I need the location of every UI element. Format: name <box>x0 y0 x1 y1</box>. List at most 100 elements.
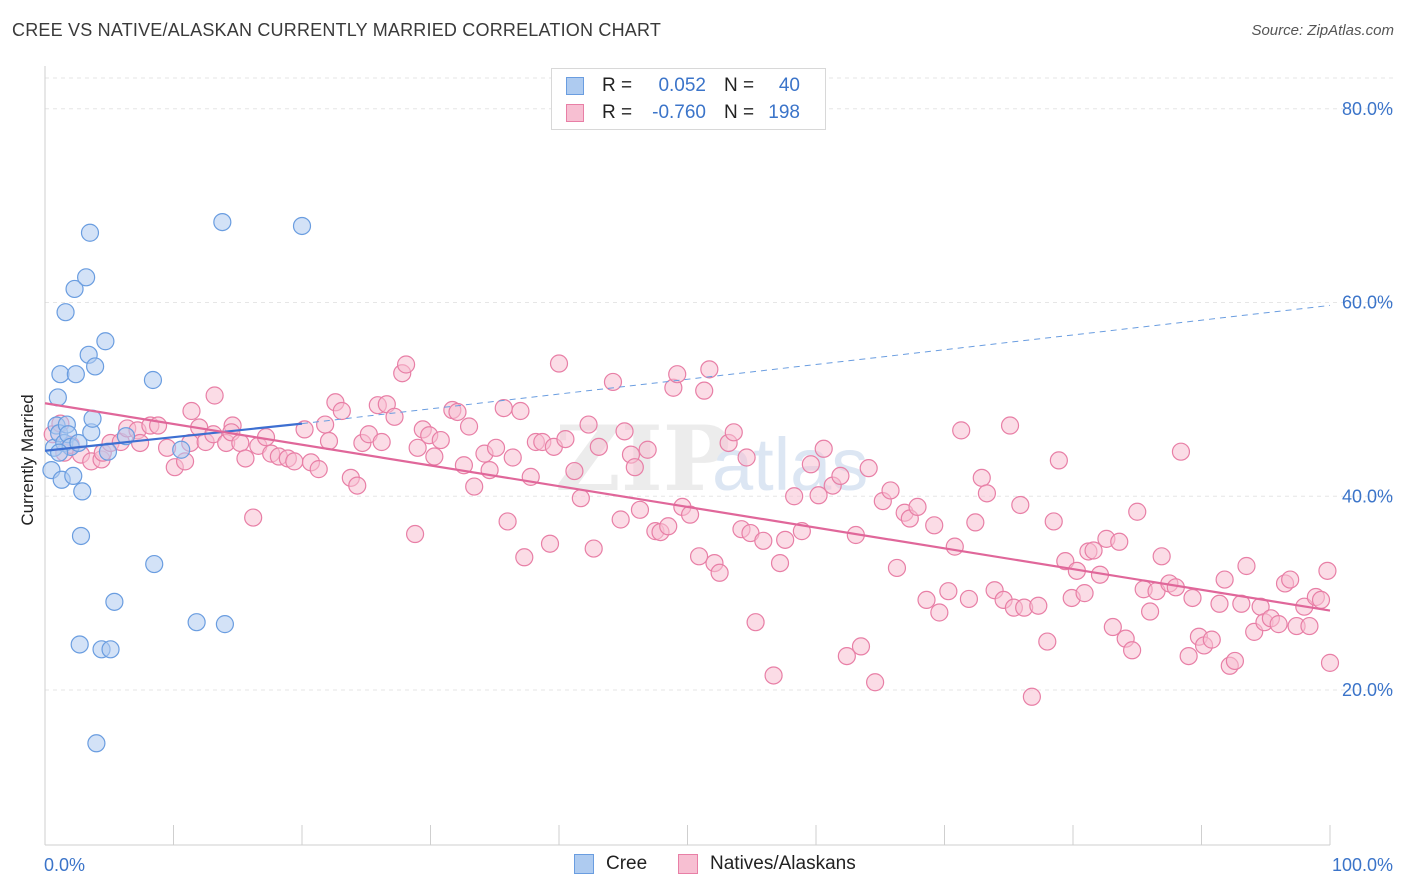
natives-point <box>1202 630 1221 649</box>
natives-point <box>801 455 820 474</box>
trend-lines <box>44 304 1331 612</box>
natives-point <box>332 401 351 421</box>
natives-point <box>700 360 719 379</box>
legend-item-cree[interactable]: Cree <box>574 852 647 876</box>
natives-point <box>1318 561 1337 580</box>
natives-point <box>851 637 871 656</box>
natives-point <box>1049 451 1068 470</box>
natives-point <box>498 512 517 531</box>
cree-point <box>143 370 163 390</box>
natives-point <box>785 487 804 506</box>
natives-point <box>182 401 201 421</box>
natives-point <box>776 530 795 549</box>
natives-point <box>1103 617 1122 637</box>
cree-point <box>65 279 84 299</box>
natives-point <box>372 432 391 452</box>
cree-point <box>187 613 206 632</box>
natives-point <box>809 486 828 505</box>
natives-point <box>571 489 590 508</box>
natives-point <box>1237 556 1256 576</box>
natives-point <box>908 497 927 517</box>
natives-point <box>549 354 569 373</box>
cree-point <box>51 365 70 384</box>
natives-point <box>1038 632 1057 651</box>
natives-point <box>205 386 224 405</box>
natives-swatch <box>566 104 584 122</box>
natives-point <box>1225 651 1245 671</box>
x-tick-label-left: 0.0% <box>44 855 85 875</box>
cree-point <box>56 303 75 322</box>
cree-point <box>292 216 312 236</box>
cree-point <box>77 268 96 287</box>
cree-point <box>50 443 69 462</box>
r-value: -0.760 <box>652 102 706 123</box>
natives-point <box>465 477 484 496</box>
natives-point <box>1140 602 1160 621</box>
natives-point <box>285 452 304 471</box>
natives-point <box>630 500 650 519</box>
natives-point <box>236 449 255 468</box>
natives-point <box>1110 532 1129 551</box>
natives-point <box>494 398 513 418</box>
natives-point <box>668 365 687 384</box>
natives-point <box>1022 687 1041 706</box>
n-value: 40 <box>778 75 800 96</box>
legend-item-natives[interactable]: Natives/Alaskans <box>678 852 856 876</box>
natives-point <box>295 420 314 439</box>
natives-point <box>486 438 506 457</box>
natives-point <box>695 381 714 400</box>
natives-point <box>1171 442 1191 461</box>
natives-point <box>556 429 575 449</box>
cree-legend-label: Cree <box>606 853 648 874</box>
natives-point <box>385 407 404 426</box>
natives-point <box>859 459 878 478</box>
cree-swatch <box>566 77 584 95</box>
cree-point <box>215 615 234 634</box>
cree-point <box>172 440 191 459</box>
natives-point <box>1300 616 1319 636</box>
natives-point <box>1210 594 1229 613</box>
natives-point <box>319 431 339 451</box>
natives-point <box>746 613 765 632</box>
natives-point <box>724 423 743 442</box>
natives-point <box>939 582 958 601</box>
natives-point <box>1011 495 1030 515</box>
r-label: R = <box>602 102 633 123</box>
natives-point <box>579 415 598 434</box>
legend-row-cree: R = 0.052 N = 40 <box>566 73 800 99</box>
axes <box>44 66 1331 846</box>
natives-point <box>625 458 644 477</box>
data-points <box>42 212 1340 753</box>
cree-legend-swatch <box>574 854 594 874</box>
cree-point <box>87 734 106 753</box>
natives-point <box>1128 502 1147 521</box>
cree-point <box>70 635 89 654</box>
natives-point <box>917 590 936 610</box>
natives-point <box>309 460 328 479</box>
natives-point <box>966 513 985 532</box>
cree-point <box>64 466 83 486</box>
natives-point <box>459 417 479 436</box>
natives-point <box>659 517 678 536</box>
natives-point <box>764 666 783 685</box>
cree-point <box>145 554 164 574</box>
n-label: N = <box>724 102 755 123</box>
natives-point <box>589 437 608 456</box>
natives-legend-swatch <box>678 854 698 874</box>
natives-point <box>503 448 522 467</box>
natives-point <box>680 505 700 524</box>
natives-point <box>1179 646 1198 666</box>
natives-point <box>1084 541 1103 560</box>
natives-point <box>1269 615 1288 634</box>
natives-point <box>1000 416 1020 435</box>
x-tick-label-right: 100.0% <box>1332 855 1393 875</box>
cree-point <box>73 482 92 501</box>
natives-point <box>408 438 427 457</box>
natives-legend-label: Natives/Alaskans <box>710 853 856 874</box>
natives-point <box>1123 641 1142 660</box>
cree-trend-line <box>44 422 303 452</box>
natives-point <box>515 548 534 567</box>
cree-point <box>105 592 124 611</box>
natives-point <box>710 563 729 582</box>
